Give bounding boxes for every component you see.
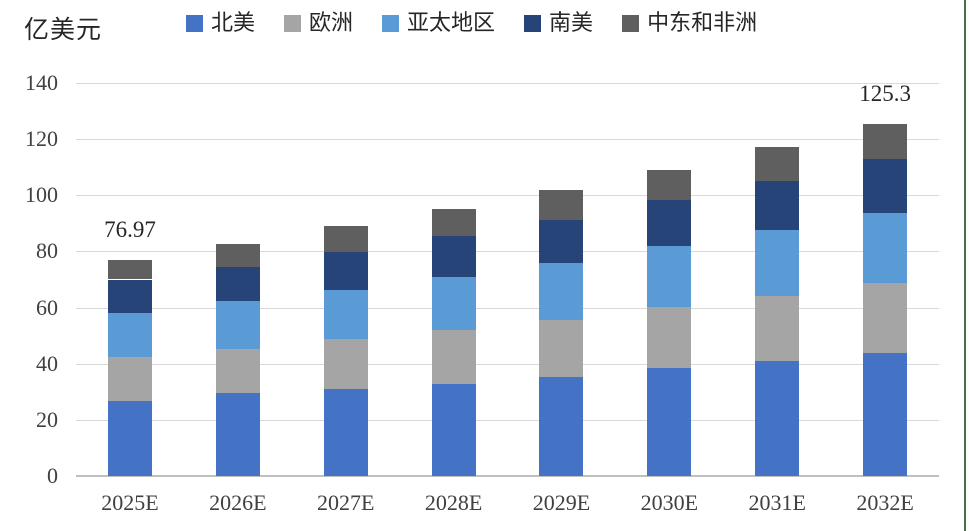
bar-segment-2025E-欧洲 [107, 356, 152, 401]
gridline-120 [76, 139, 939, 141]
bar-segment-2027E-中东和非洲 [323, 226, 368, 253]
legend-label-1: 欧洲 [309, 10, 354, 35]
bar-segment-2031E-北美 [755, 361, 800, 476]
bar-segment-2027E-亚太地区 [323, 289, 368, 339]
bar-segment-2032E-南美 [863, 159, 908, 213]
x-tick-label-2026E: 2026E [209, 490, 267, 515]
bar-segment-2031E-中东和非洲 [755, 147, 800, 182]
bar-segment-2031E-亚太地区 [755, 230, 800, 297]
bar-segment-2031E-欧洲 [755, 296, 800, 362]
bar-segment-2028E-亚太地区 [431, 276, 476, 331]
y-tick-label-20: 20 [36, 406, 58, 432]
x-tick-label-2030E: 2030E [640, 490, 699, 515]
bar-segment-2028E-欧洲 [431, 330, 476, 384]
legend-swatch-4 [622, 14, 640, 32]
y-tick-label-140: 140 [25, 70, 58, 95]
gridline-20 [76, 419, 939, 421]
bar-segment-2027E-欧洲 [323, 338, 368, 389]
gridline-60 [76, 307, 939, 309]
legend-label-4: 中东和非洲 [647, 10, 758, 35]
bar-segment-2029E-北美 [539, 376, 584, 476]
x-tick-label-2032E: 2032E [856, 490, 914, 515]
gridline-80 [76, 251, 939, 253]
bar-segment-2026E-中东和非洲 [215, 243, 260, 267]
x-axis-line [76, 475, 939, 477]
bar-segment-2032E-中东和非洲 [863, 124, 908, 160]
bar-segment-2026E-南美 [215, 266, 260, 302]
bar-segment-2032E-欧洲 [863, 282, 908, 354]
bar-segment-2026E-亚太地区 [215, 301, 260, 349]
bar-segment-2027E-北美 [323, 388, 368, 476]
legend-label-2: 亚太地区 [407, 10, 496, 35]
gridline-100 [76, 195, 939, 197]
y-tick-label-60: 60 [36, 294, 58, 320]
y-tick-label-80: 80 [36, 238, 58, 264]
bar-segment-2028E-中东和非洲 [431, 209, 476, 237]
y-tick-label-40: 40 [36, 350, 58, 376]
total-label-2032E: 125.3 [859, 81, 911, 107]
bar-segment-2029E-亚太地区 [539, 263, 584, 321]
bar-segment-2032E-北美 [863, 353, 908, 476]
bar-segment-2028E-北美 [431, 383, 476, 476]
legend-item-3: 南美 [524, 12, 593, 34]
bar-segment-2025E-北美 [107, 400, 152, 476]
legend-swatch-1 [284, 14, 302, 32]
gridline-40 [76, 363, 939, 365]
legend-swatch-2 [382, 14, 400, 32]
document-border-line [964, 0, 966, 531]
y-tick-label-120: 120 [25, 126, 58, 152]
total-label-2025E: 76.97 [104, 216, 156, 242]
x-tick-label-2025E: 2025E [101, 490, 159, 515]
x-tick-label-2029E: 2029E [532, 490, 591, 515]
legend-item-0: 北美 [186, 12, 255, 34]
bar-segment-2028E-南美 [431, 236, 476, 277]
bar-segment-2030E-南美 [647, 199, 692, 247]
y-tick-label-100: 100 [25, 182, 58, 208]
bar-segment-2026E-欧洲 [215, 348, 260, 394]
axis-unit-label: 亿美元 [24, 17, 103, 44]
legend-swatch-3 [524, 14, 542, 32]
gridline-140 [76, 83, 939, 84]
bar-segment-2029E-南美 [539, 219, 584, 264]
legend-item-2: 亚太地区 [382, 12, 495, 34]
bar-segment-2026E-北美 [215, 393, 260, 476]
bar-segment-2032E-亚太地区 [863, 212, 908, 283]
legend-swatch-0 [186, 14, 203, 32]
bar-segment-2029E-中东和非洲 [539, 189, 584, 220]
legend-label-3: 南美 [549, 10, 594, 35]
legend: 北美 欧洲 亚太地区 南美 中东和非洲 [186, 12, 757, 34]
bar-segment-2025E-中东和非洲 [107, 259, 152, 280]
legend-item-1: 欧洲 [284, 12, 353, 34]
bar-segment-2027E-南美 [323, 252, 368, 290]
bar-segment-2030E-欧洲 [647, 307, 692, 368]
x-tick-label-2027E: 2027E [316, 490, 375, 515]
bar-segment-2025E-亚太地区 [107, 313, 152, 357]
bar-segment-2030E-北美 [647, 367, 692, 476]
bar-segment-2030E-亚太地区 [647, 246, 692, 307]
bar-segment-2025E-南美 [107, 279, 152, 314]
x-tick-label-2028E: 2028E [424, 490, 483, 515]
y-tick-label-0: 0 [47, 463, 58, 488]
bar-segment-2029E-欧洲 [539, 320, 584, 377]
legend-label-0: 北美 [211, 10, 256, 35]
legend-item-4: 中东和非洲 [622, 12, 757, 34]
bar-segment-2030E-中东和非洲 [647, 170, 692, 200]
x-tick-label-2031E: 2031E [748, 490, 806, 515]
bar-segment-2031E-南美 [755, 181, 800, 231]
